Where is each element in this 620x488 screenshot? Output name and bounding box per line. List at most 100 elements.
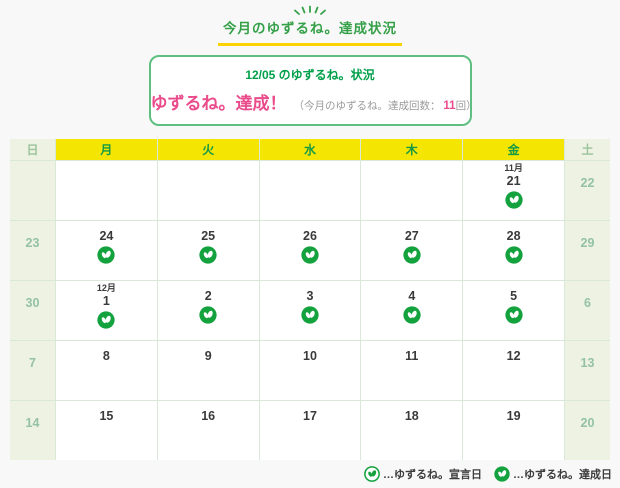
status-box: 12/05 のゆずるね。状況 ゆずるね。達成！ （今月のゆずるね。達成回数： 11… [148, 55, 477, 126]
legend-item: …ゆずるね。達成日 [494, 466, 612, 482]
calendar-day-cell: 29 [565, 221, 610, 280]
calendar-grid: 日月火水木金土 11月 21 22 23 24 25 26 27 28 29 30 12月 1 2 3 4 5 6 7… [10, 139, 610, 460]
calendar-day-cell: 22 [565, 161, 610, 220]
date-number: 15 [99, 409, 114, 423]
day-header: 木 [361, 139, 463, 160]
date-number: 29 [580, 236, 595, 250]
date-number: 22 [580, 176, 595, 190]
yuzurune-achieved-icon [504, 306, 523, 325]
month-label: 11月 [504, 163, 523, 173]
calendar-day-cell: 12月 1 [56, 281, 157, 340]
date-number: 28 [506, 229, 521, 243]
legend-label: …ゆずるね。宣言日 [383, 469, 482, 481]
yuzurune-achieved-icon [494, 466, 510, 482]
calendar-day-cell [361, 161, 463, 220]
status-line: ゆずるね。達成！ （今月のゆずるね。達成回数： 11回） [150, 89, 477, 114]
date-number: 1 [102, 293, 110, 308]
calendar-day-cell: 19 [463, 401, 564, 460]
calendar-day-cell: 16 [157, 401, 259, 460]
calendar-day-cell [10, 161, 55, 220]
day-header: 月 [56, 139, 157, 160]
date-number: 12 [506, 349, 521, 363]
calendar-day-cell: 30 [10, 281, 55, 340]
month-label: 12月 [96, 283, 116, 293]
date-number: 18 [404, 409, 419, 423]
calendar-day-cell: 4 [361, 281, 463, 340]
status-note-prefix: （今月のゆずるね。達成回数： [293, 100, 441, 112]
yuzurune-achieved-icon [403, 246, 421, 265]
page-title: 今月のゆずるね。達成状況 [218, 15, 402, 46]
calendar-day-cell: 13 [565, 341, 610, 400]
date-number: 16 [201, 409, 216, 423]
date-number: 24 [99, 229, 114, 243]
calendar-day-cell: 18 [361, 401, 463, 460]
date-number: 20 [580, 416, 595, 430]
date-number: 19 [506, 409, 521, 423]
calendar-day-cell: 3 [259, 281, 361, 340]
date-number: 4 [408, 289, 416, 303]
calendar-day-cell: 5 [463, 281, 564, 340]
yuzurune-achieved-icon [403, 306, 421, 325]
yuzurune-achieved-icon [97, 311, 116, 329]
date-number: 17 [303, 409, 317, 423]
calendar-day-cell: 20 [565, 401, 610, 460]
calendar-day-cell [259, 161, 361, 220]
calendar-day-cell: 24 [56, 221, 157, 280]
status-result: ゆずるね。達成！ [150, 94, 287, 113]
date-number: 23 [25, 236, 40, 250]
date-number: 11 [405, 349, 419, 363]
calendar-day-cell: 23 [10, 221, 55, 280]
date-number: 27 [404, 229, 419, 243]
yuzurune-achieved-icon [504, 191, 523, 209]
date-number: 14 [25, 416, 40, 430]
date-number: 3 [306, 289, 314, 303]
day-header: 金 [463, 139, 564, 160]
page-header: 今月のゆずるね。達成状況 [0, 0, 620, 46]
calendar-day-cell: 10 [259, 341, 361, 400]
date-number: 6 [584, 296, 591, 310]
legend: …ゆずるね。宣言日 …ゆずるね。達成日 [0, 460, 620, 488]
calendar-day-cell: 15 [56, 401, 157, 460]
calendar-day-cell: 28 [463, 221, 564, 280]
calendar-day-cell: 25 [157, 221, 259, 280]
yuzurune-declared-icon [364, 466, 380, 482]
status-heading: 12/05 のゆずるね。状況 [245, 68, 375, 82]
date-number: 21 [506, 173, 521, 188]
calendar-day-cell: 6 [565, 281, 610, 340]
day-header: 火 [157, 139, 259, 160]
date-number: 5 [510, 289, 518, 303]
yuzurune-achieved-icon [199, 306, 217, 325]
calendar-day-cell: 14 [10, 401, 55, 460]
sparkle-decoration-icon [294, 5, 326, 15]
date-number: 8 [102, 349, 110, 363]
calendar-day-cell: 8 [56, 341, 157, 400]
achievement-count: 11 [443, 100, 456, 112]
calendar-day-cell: 11 [361, 341, 463, 400]
day-header: 水 [259, 139, 361, 160]
day-header: 日 [10, 139, 55, 160]
status-note: （今月のゆずるね。達成回数： 11回） [294, 100, 477, 112]
calendar-day-cell: 12 [463, 341, 564, 400]
date-number: 7 [29, 356, 36, 370]
date-number: 13 [580, 356, 595, 370]
calendar-day-cell: 7 [10, 341, 55, 400]
calendar-day-cell: 9 [157, 341, 259, 400]
date-number: 25 [201, 229, 216, 243]
yuzurune-achieved-icon [301, 246, 319, 265]
yuzurune-achieved-icon [504, 246, 523, 265]
yuzurune-achieved-icon [199, 246, 217, 265]
date-number: 10 [303, 349, 317, 363]
status-note-suffix: 回） [455, 100, 477, 112]
date-number: 26 [303, 229, 317, 243]
calendar-day-cell: 27 [361, 221, 463, 280]
calendar-day-cell: 26 [259, 221, 361, 280]
calendar-day-cell: 2 [157, 281, 259, 340]
date-number: 30 [25, 296, 40, 310]
date-number: 2 [204, 289, 212, 303]
legend-label: …ゆずるね。達成日 [513, 469, 612, 481]
date-number: 9 [204, 349, 212, 363]
yuzurune-achieved-icon [301, 306, 319, 325]
calendar-day-cell [157, 161, 259, 220]
day-header: 土 [565, 139, 610, 160]
legend-item: …ゆずるね。宣言日 [364, 466, 482, 482]
